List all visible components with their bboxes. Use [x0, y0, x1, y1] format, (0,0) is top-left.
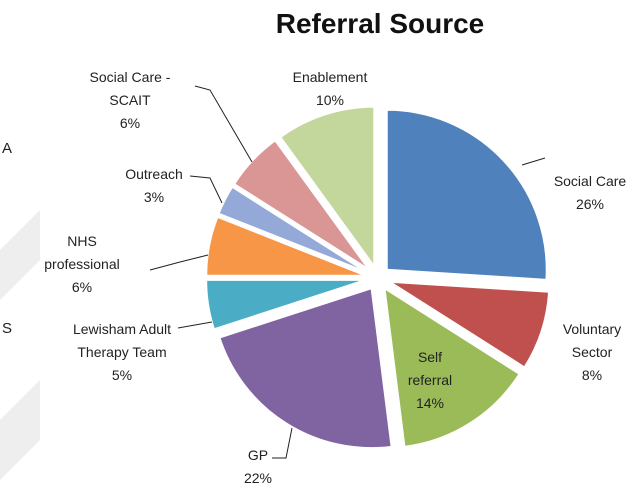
- category-label: Lewisham Adult Therapy Team: [72, 321, 172, 360]
- category-label: Social Care - SCAIT: [89, 69, 171, 108]
- side-text: A: [2, 140, 13, 157]
- value-label: 5%: [111, 367, 133, 383]
- leader-line: [189, 175, 223, 204]
- category-label: Enablement: [292, 69, 368, 85]
- slice-label: Social Care 26%: [540, 170, 640, 216]
- slice-label: Self referral 14%: [395, 346, 465, 415]
- category-label: Voluntary Sector: [562, 321, 622, 360]
- slice-label: Voluntary Sector 8%: [547, 318, 637, 387]
- slice-label: Social Care - SCAIT 6%: [75, 66, 185, 135]
- slice-label: Lewisham Adult Therapy Team 5%: [62, 318, 182, 387]
- category-label: Outreach: [125, 166, 183, 182]
- leader-line: [177, 321, 213, 329]
- leader-line: [194, 85, 253, 163]
- category-label: Social Care: [553, 173, 627, 189]
- pie-slice: [383, 286, 521, 448]
- pie-slice: [388, 280, 551, 369]
- value-label: 14%: [415, 395, 445, 411]
- pie-slice: [385, 108, 548, 281]
- value-label: 22%: [243, 470, 273, 486]
- category-label: NHS professional: [44, 233, 120, 272]
- value-label: 3%: [143, 189, 165, 205]
- value-label: 6%: [119, 115, 141, 131]
- pie-slice: [205, 278, 367, 331]
- watermark: [0, 210, 40, 300]
- slice-label: NHS professional 6%: [37, 230, 127, 299]
- chart-title: Referral Source: [275, 8, 485, 39]
- slice-label: GP 22%: [238, 444, 278, 490]
- pie-slice: [278, 105, 376, 270]
- watermark: [0, 380, 40, 480]
- value-label: 10%: [315, 92, 345, 108]
- leader-line: [149, 254, 209, 271]
- value-label: 26%: [575, 196, 605, 212]
- pie-slice: [205, 215, 367, 277]
- slice-label: Enablement 10%: [275, 66, 385, 112]
- category-label: Self referral: [407, 349, 453, 388]
- leader-line: [272, 427, 293, 459]
- pie-slice: [218, 286, 393, 450]
- pie-slice: [217, 185, 368, 274]
- slice-label: Outreach 3%: [114, 163, 194, 209]
- side-text: S: [2, 320, 13, 337]
- value-label: 8%: [581, 367, 603, 383]
- value-label: 6%: [71, 279, 93, 295]
- pie-slice: [232, 138, 371, 271]
- category-label: GP: [247, 447, 269, 463]
- leader-line: [521, 157, 546, 166]
